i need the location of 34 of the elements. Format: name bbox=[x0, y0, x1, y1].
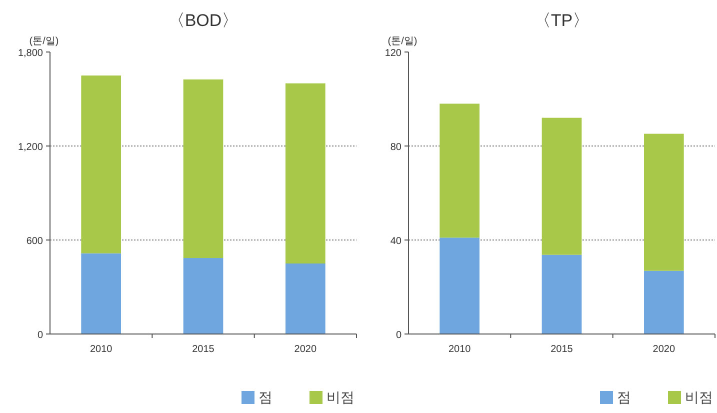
y-tick-label: 80 bbox=[390, 142, 402, 153]
bar bbox=[183, 79, 224, 258]
y-tick-label: 0 bbox=[396, 330, 402, 341]
bar bbox=[440, 104, 480, 238]
bar bbox=[285, 264, 326, 334]
y-axis-title: (톤/일) bbox=[29, 36, 59, 47]
legend-label: 비점 bbox=[685, 389, 713, 405]
y-tick-label: 40 bbox=[390, 236, 402, 247]
bar bbox=[81, 76, 122, 254]
bar bbox=[81, 253, 122, 334]
x-tick-label: 2010 bbox=[448, 344, 472, 355]
bar bbox=[644, 134, 684, 271]
legend-label: 비점 bbox=[326, 389, 354, 405]
bar bbox=[183, 258, 224, 334]
x-tick-label: 2020 bbox=[294, 344, 317, 355]
bar bbox=[644, 270, 684, 334]
chart-title: 〈BOD〉 bbox=[168, 11, 239, 30]
chart-title: 〈TP〉 bbox=[534, 11, 590, 30]
y-tick-label: 1,200 bbox=[18, 142, 44, 153]
x-tick-label: 2015 bbox=[192, 344, 215, 355]
y-tick-label: 1,800 bbox=[18, 48, 44, 59]
y-tick-label: 120 bbox=[384, 48, 402, 59]
bar bbox=[285, 83, 326, 264]
bar bbox=[542, 254, 582, 334]
x-tick-label: 2020 bbox=[652, 344, 676, 355]
x-tick-label: 2010 bbox=[90, 344, 113, 355]
bar bbox=[542, 118, 582, 255]
legend-label: 점 bbox=[617, 389, 631, 405]
y-tick-label: 600 bbox=[26, 236, 44, 247]
y-tick-label: 0 bbox=[37, 330, 44, 341]
y-axis-title: (톤/일) bbox=[388, 36, 418, 47]
bar bbox=[440, 238, 480, 334]
x-tick-label: 2015 bbox=[550, 344, 574, 355]
legend-label: 점 bbox=[258, 389, 272, 405]
